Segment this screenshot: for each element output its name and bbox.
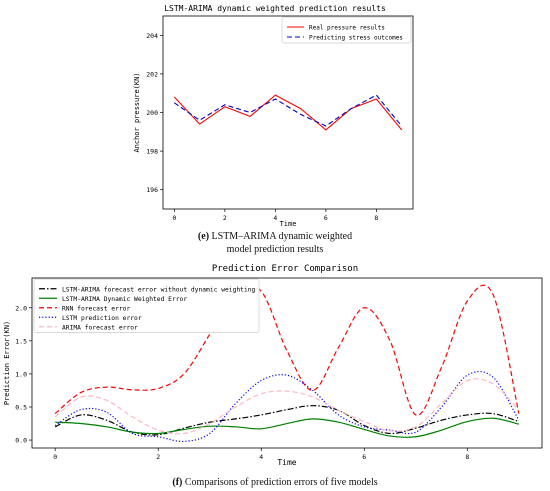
chart-bottom: Prediction Error Comparison 0 2 4 6 8 0.0 0.5 1… xyxy=(3,264,543,467)
chart-top: LSTM-ARIMA dynamic weighted prediction r… xyxy=(133,4,414,228)
series-line-3 xyxy=(54,284,520,416)
x-tick-label: 2 xyxy=(223,214,227,222)
bottom-chart-title: Prediction Error Comparison xyxy=(212,264,358,274)
x-tick-label: 8 xyxy=(374,214,378,222)
legend-label: ARIMA forecast error xyxy=(62,324,138,331)
caption-top-letter: (e) xyxy=(197,231,210,242)
x-tick-label: 0 xyxy=(172,214,176,222)
bottom-y-axis-label: Prediction Error(KN) xyxy=(3,321,11,405)
x-tick-label: 4 xyxy=(259,453,263,461)
caption-bottom-text: Comparisons of prediction errors of five… xyxy=(184,477,378,488)
top-plot-frame xyxy=(162,15,414,210)
legend-box xyxy=(33,278,260,333)
bottom-legend: LSTM-ARIMA forecast error without dynami… xyxy=(33,278,260,333)
y-tick-label: 200 xyxy=(146,109,158,117)
y-tick-label: 1.0 xyxy=(15,370,27,378)
y-tick-label: 1.5 xyxy=(15,337,27,345)
legend-label: Predicting stress outcomes xyxy=(309,35,403,42)
caption-top: (e) LSTM–ARIMA dynamic weighted model pr… xyxy=(0,230,550,256)
series-line-2 xyxy=(55,417,519,438)
legend-label: LSTM-ARIMA forecast error without dynami… xyxy=(62,286,256,293)
legend-label: Real pressure results xyxy=(309,25,385,32)
bottom-plot-frame xyxy=(31,277,543,449)
series-line-4 xyxy=(54,370,520,443)
caption-bottom-letter: (f) xyxy=(172,477,183,488)
series-line-2 xyxy=(174,94,403,127)
y-tick-label: 2.0 xyxy=(15,304,27,312)
top-axis-ticks: 0 2 4 6 8 196 198 200 202 204 xyxy=(146,32,378,222)
bottom-axis-ticks: 0 2 4 6 8 0.0 0.5 1.0 1.5 2.0 xyxy=(15,304,469,461)
bottom-x-axis-label: Time xyxy=(277,458,296,467)
top-x-axis-label: Time xyxy=(280,220,297,228)
y-tick-label: 202 xyxy=(146,70,158,78)
y-tick-label: 0.0 xyxy=(15,437,27,445)
top-chart-title: LSTM-ARIMA dynamic weighted prediction r… xyxy=(164,4,386,13)
caption-top-line1: LSTM–ARIMA dynamic weighted xyxy=(211,231,353,242)
y-tick-label: 0.5 xyxy=(15,403,27,411)
legend-label: LSTM-ARIMA Dynamic Weighted Error xyxy=(62,296,187,303)
top-series-lines xyxy=(173,94,403,131)
x-tick-label: 4 xyxy=(273,214,277,222)
legend-label: LSTM prediction error xyxy=(62,315,142,322)
series-line-1 xyxy=(173,94,403,131)
x-tick-label: 0 xyxy=(53,453,57,461)
legend-label: RNN forecast error xyxy=(62,305,130,312)
x-tick-label: 6 xyxy=(362,453,366,461)
series-line-5 xyxy=(54,378,520,435)
bottom-series-lines xyxy=(54,284,520,443)
y-tick-label: 204 xyxy=(146,32,158,40)
top-legend: Real pressure results Predicting stress o… xyxy=(281,16,412,44)
x-tick-label: 6 xyxy=(324,214,328,222)
y-tick-label: 198 xyxy=(146,148,158,156)
top-y-axis-label: Anchor pressure(KN) xyxy=(133,72,141,152)
caption-top-line2: model prediction results xyxy=(226,244,324,255)
y-tick-label: 196 xyxy=(146,186,158,194)
x-tick-label: 8 xyxy=(465,453,469,461)
caption-bottom: (f) Comparisons of prediction errors of … xyxy=(0,476,550,489)
legend-box xyxy=(281,16,412,44)
x-tick-label: 2 xyxy=(156,453,160,461)
